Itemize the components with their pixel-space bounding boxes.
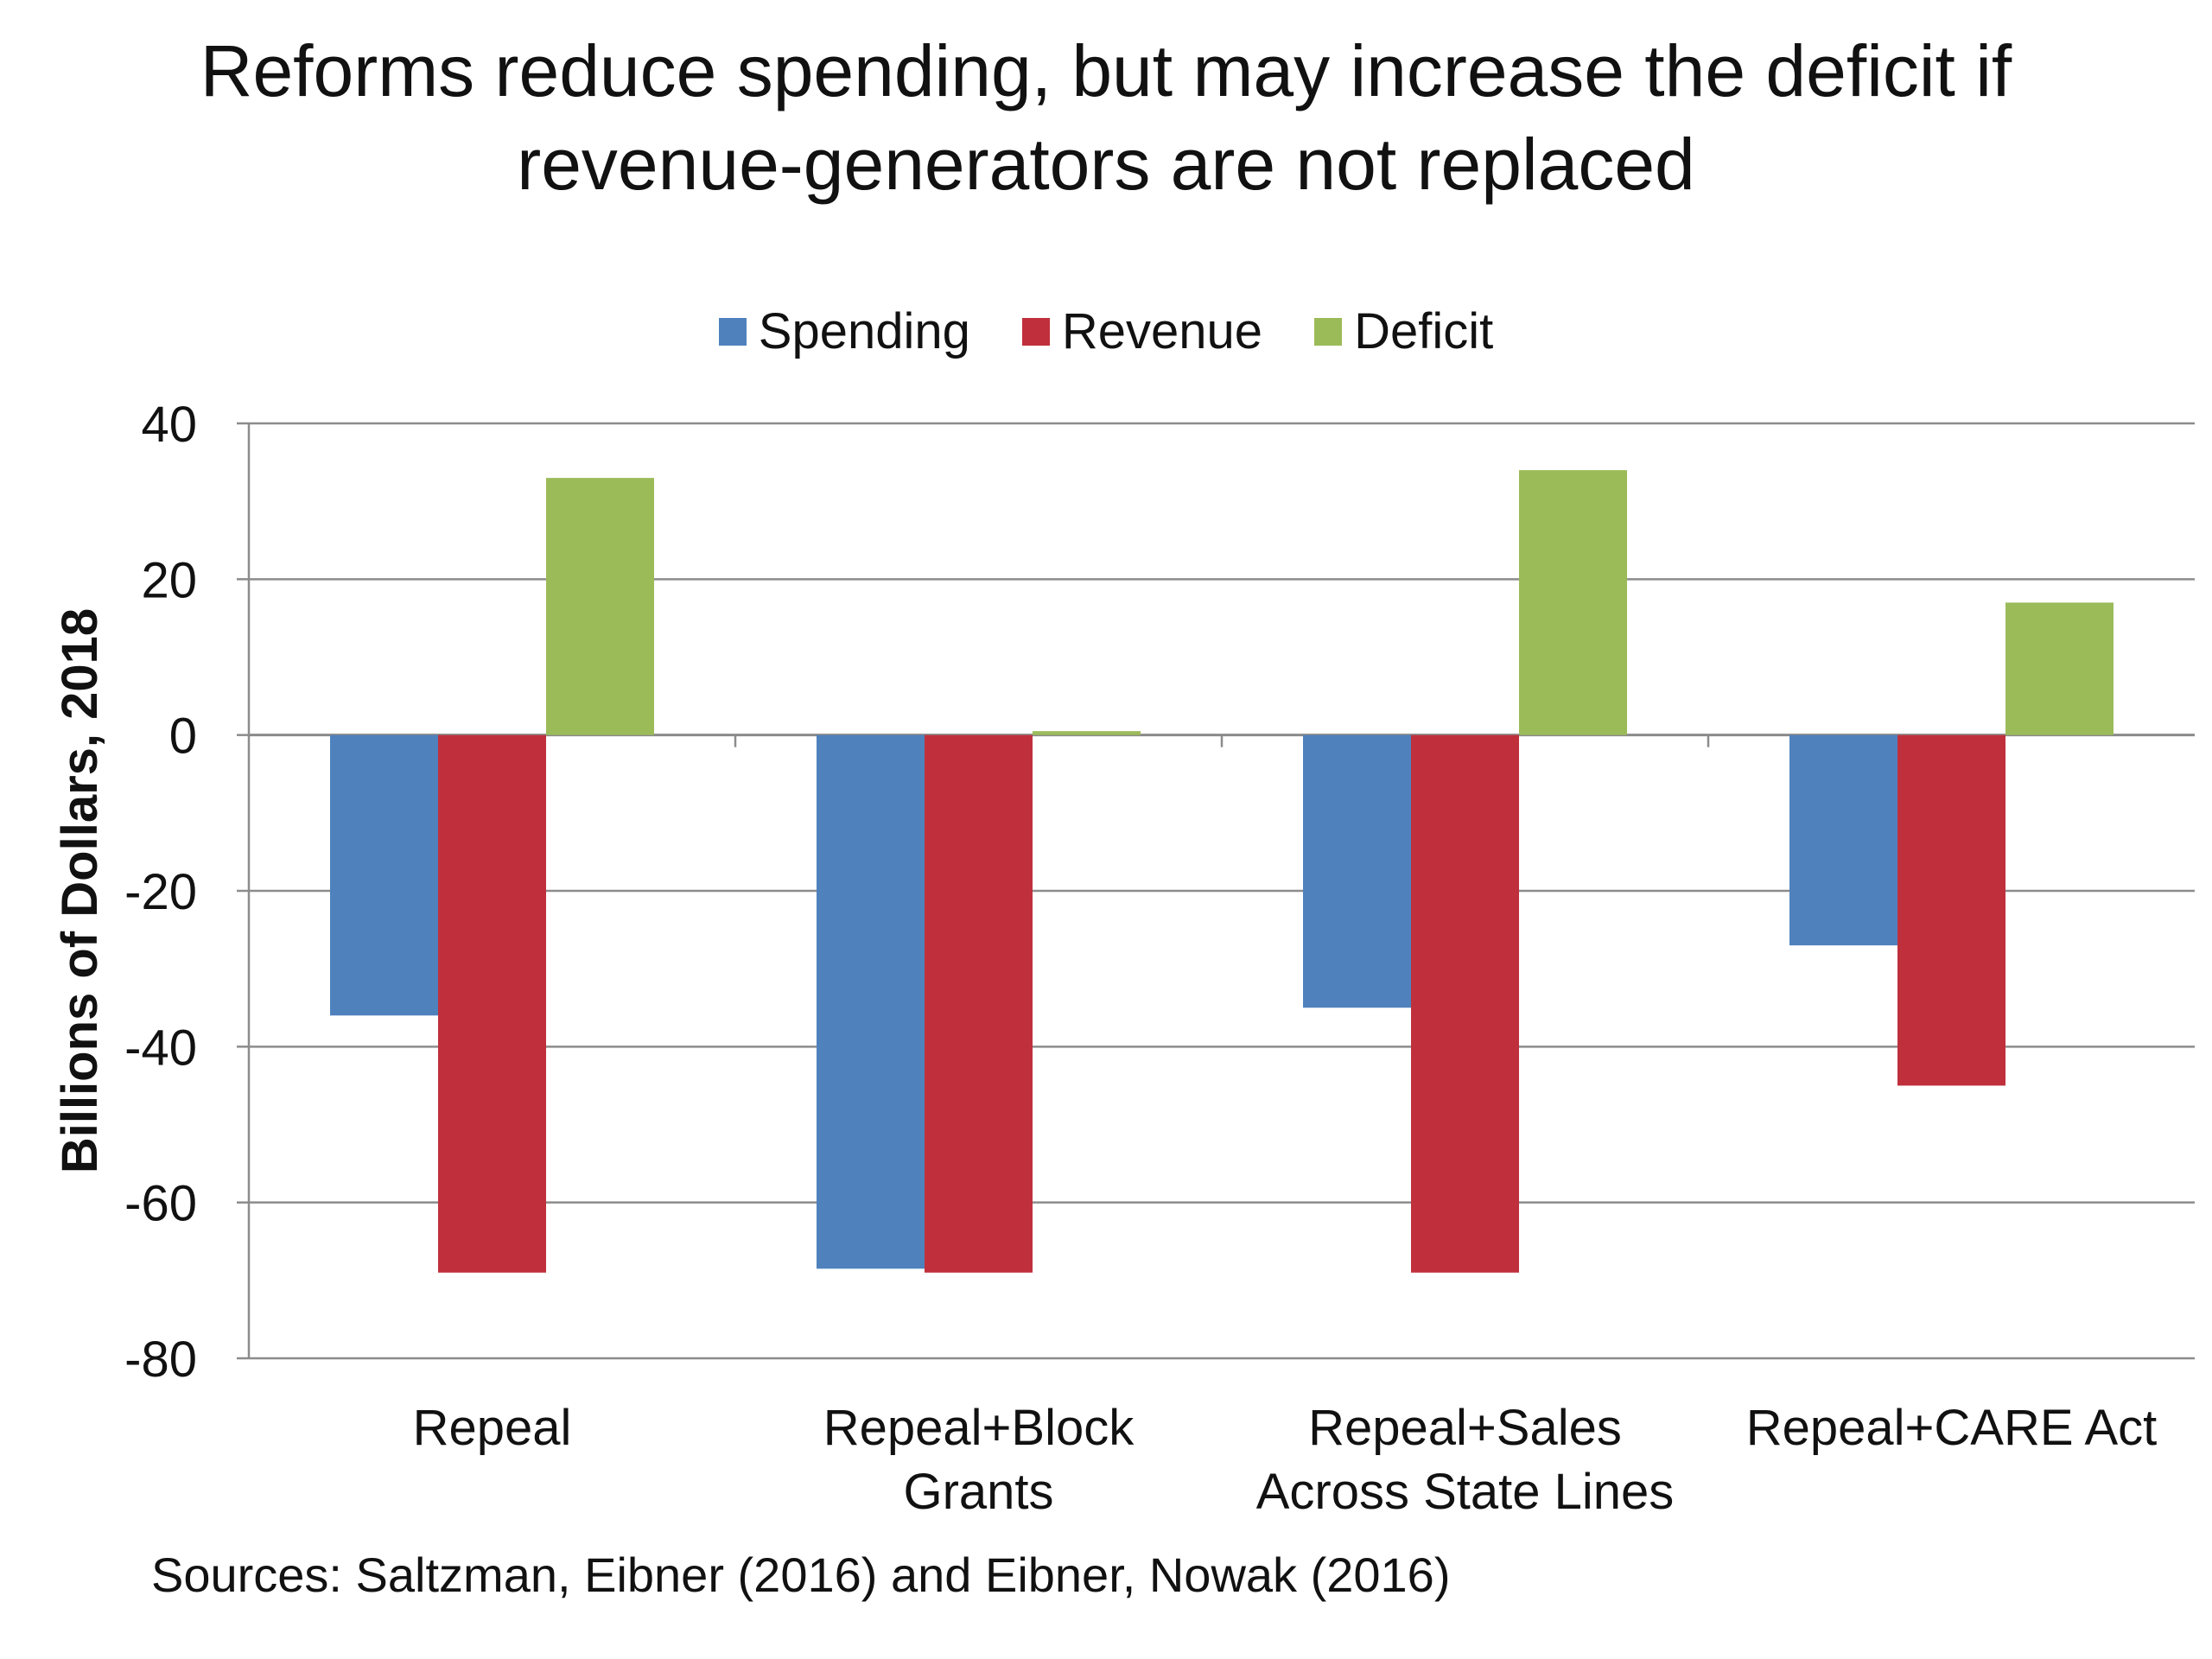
chart-legend: Spending Revenue Deficit [0, 302, 2212, 360]
bar-deficit [1519, 470, 1627, 735]
legend-swatch-revenue [1021, 317, 1050, 346]
y-tick-label: 0 [169, 709, 197, 765]
y-tick-label: -20 [124, 864, 197, 920]
legend-item-spending: Spending [718, 302, 970, 360]
x-tick-label: Across State Lines [1256, 1464, 1675, 1520]
legend-swatch-spending [718, 317, 747, 346]
bar-revenue [925, 734, 1033, 1273]
bar-spending [1303, 734, 1411, 1008]
y-tick-label: -60 [124, 1176, 197, 1232]
chart-title: Reforms reduce spending, but may increas… [0, 24, 2212, 211]
bar-deficit [2005, 602, 2113, 735]
x-tick-label: Grants [903, 1464, 1053, 1520]
y-axis-label: Billions of Dollars, 2018 [52, 608, 108, 1173]
x-tick-label: Repeal+Block [823, 1400, 1135, 1456]
y-tick-label: -40 [124, 1020, 197, 1076]
legend-label-spending: Spending [758, 303, 970, 359]
bar-revenue [1897, 734, 2005, 1086]
legend-label-deficit: Deficit [1354, 303, 1494, 359]
chart-title-line-1: Reforms reduce spending, but may increas… [200, 30, 2012, 111]
legend-item-deficit: Deficit [1314, 302, 1493, 360]
y-tick-label: 40 [141, 397, 197, 453]
bar-deficit [546, 478, 654, 735]
x-tick-label: Repeal+Sales [1308, 1400, 1622, 1456]
chart-title-line-2: revenue-generators are not replaced [517, 124, 1695, 205]
legend-item-revenue: Revenue [1021, 302, 1263, 360]
y-tick-label: -80 [124, 1332, 197, 1388]
legend-swatch-deficit [1314, 317, 1343, 346]
bar-revenue [1411, 734, 1519, 1273]
y-tick-label: 20 [141, 552, 197, 608]
bar-spending [817, 734, 925, 1269]
bar-deficit [1033, 731, 1141, 735]
source-note: Sources: Saltzman, Eibner (2016) and Eib… [151, 1548, 1451, 1602]
x-tick-label: Repeal+CARE Act [1746, 1400, 2158, 1456]
x-tick-label: Repeal [413, 1400, 572, 1456]
legend-label-revenue: Revenue [1061, 303, 1263, 359]
bar-spending [330, 734, 438, 1016]
bar-spending [1789, 734, 1897, 946]
bar-revenue [438, 734, 546, 1273]
